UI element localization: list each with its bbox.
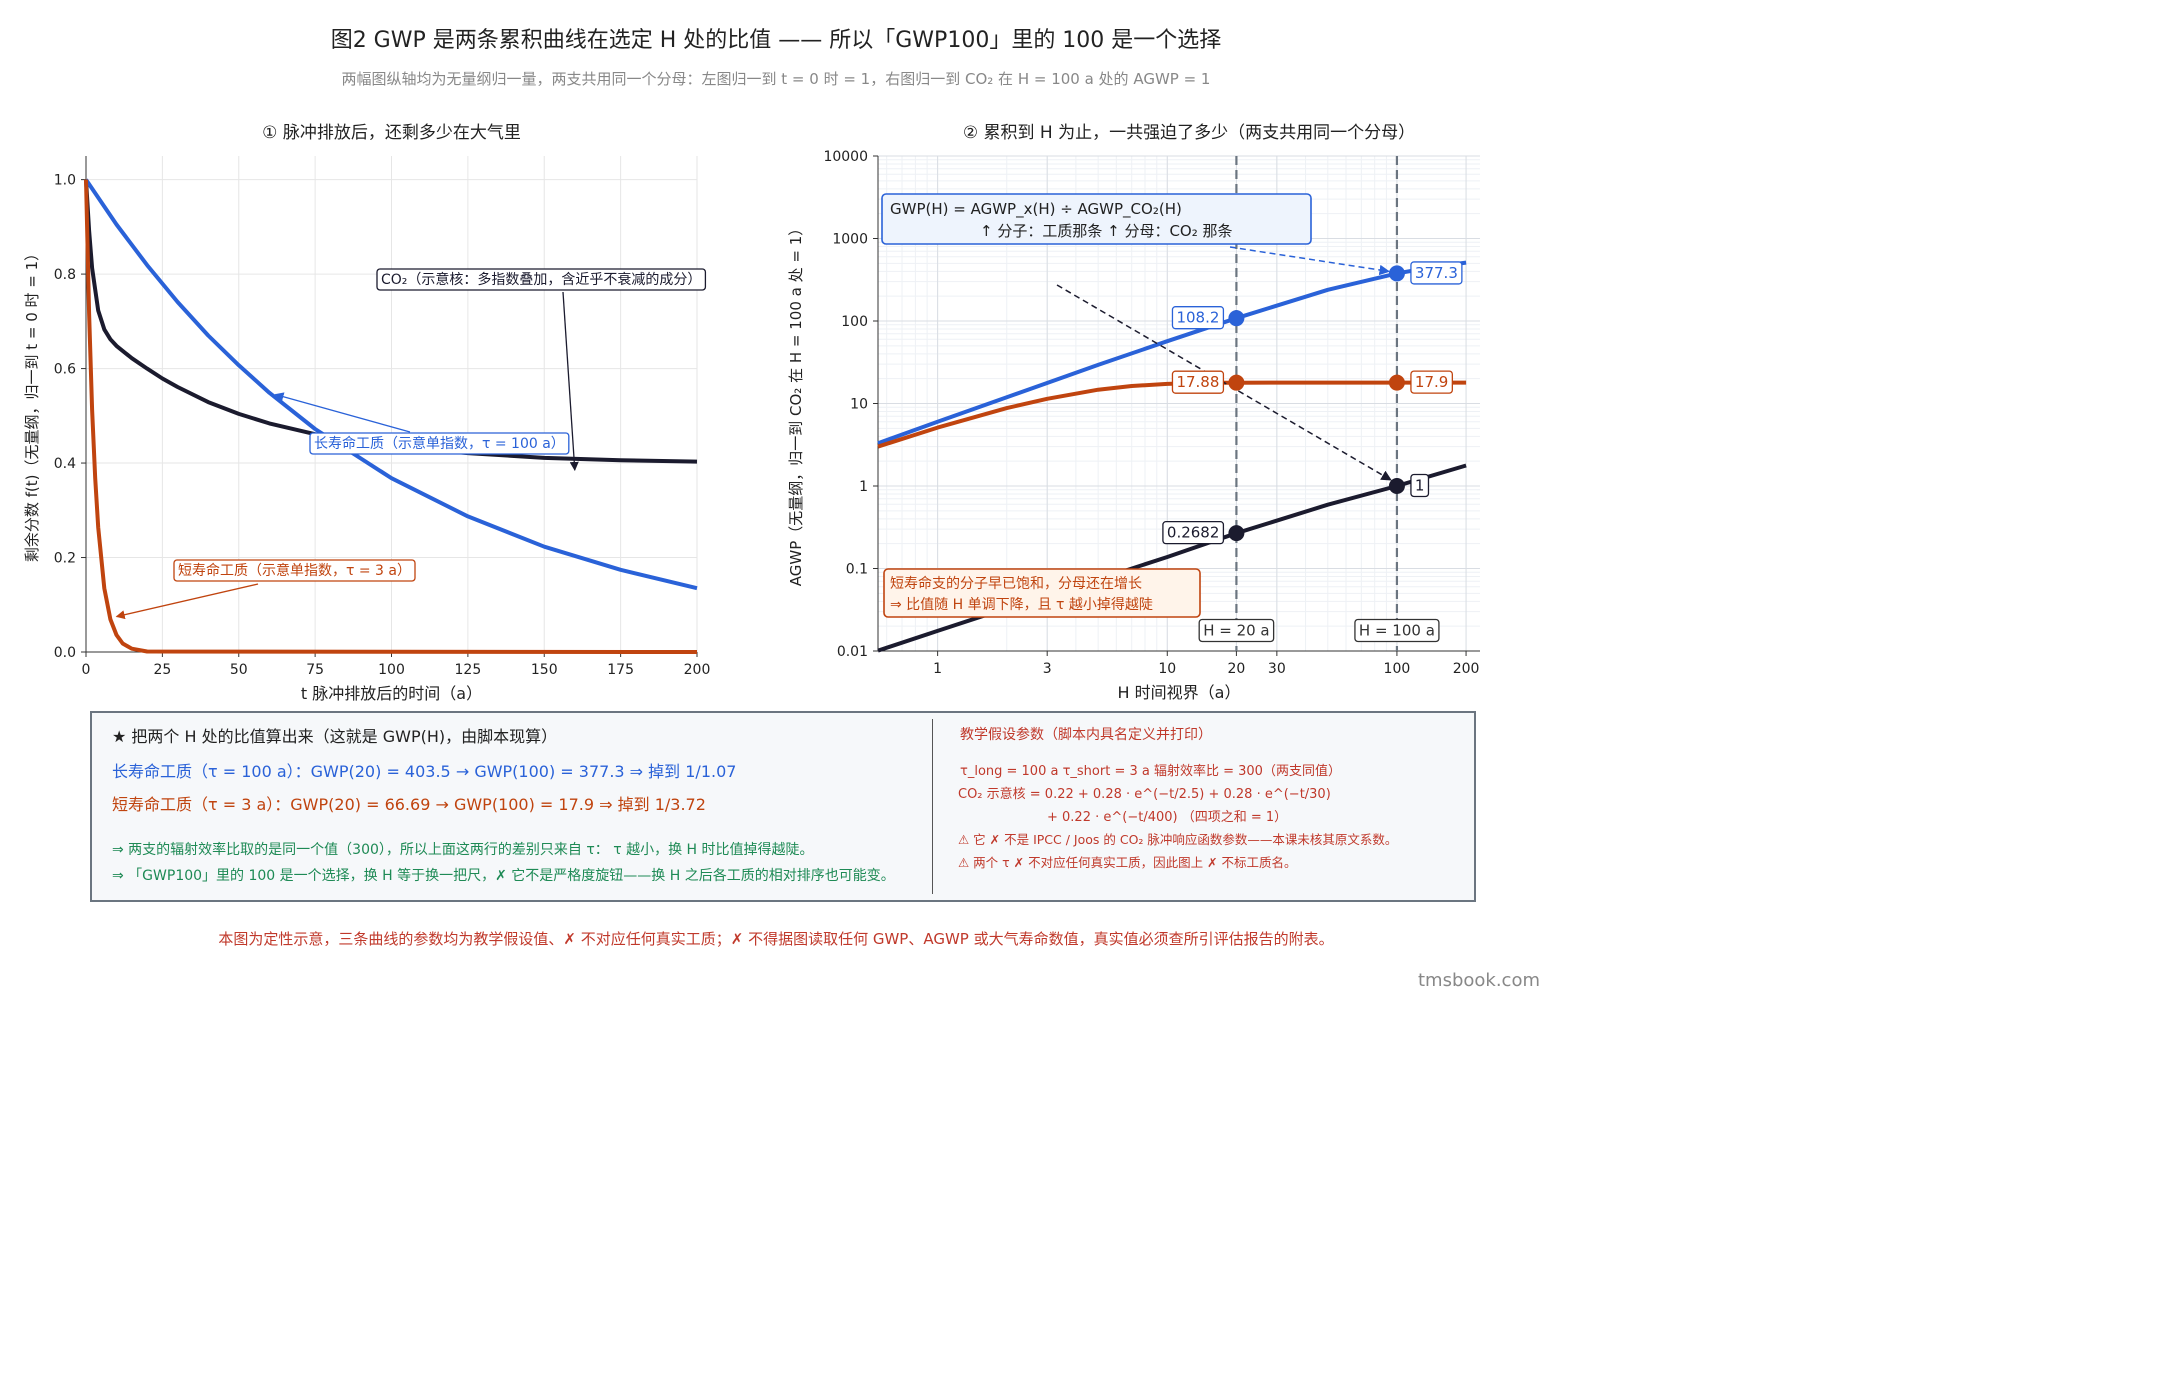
params-heading: 教学假设参数（脚本内具名定义并打印）	[960, 727, 1212, 743]
summary-heading: ★ 把两个 H 处的比值算出来（这就是 GWP(H)，由脚本现算）	[112, 727, 558, 746]
right-marker-label-box	[1171, 370, 1225, 394]
right-y-tick-label: 10000	[823, 149, 868, 165]
left-x-axis-label: t 脉冲排放后的时间（a）	[301, 684, 482, 703]
left-annotation-co2: CO₂（示意核：多指数叠加，含近乎不衰减的成分）	[381, 271, 701, 288]
left-annotation-short-arrow	[115, 583, 259, 620]
right-marker-label: 377.3	[1415, 264, 1458, 282]
right-marker-label-box	[1410, 261, 1463, 285]
right-marker-label-box	[1410, 370, 1453, 394]
left-x-tick-label: 200	[684, 662, 711, 678]
left-x-tick-label: 100	[378, 662, 405, 678]
right-x-tick-label: 3	[1043, 661, 1052, 677]
right-x-tick-label: 100	[1384, 661, 1411, 677]
right-formula-line-2: ↑ 分子：工质那条 ↑ 分母：CO₂ 那条	[980, 222, 1233, 240]
params-line-1: τ_long = 100 a τ_short = 3 a 辐射效率比 = 300…	[960, 764, 1341, 779]
left-annotation-short: 短寿命工质（示意单指数，τ = 3 a）	[178, 562, 411, 579]
left-x-tick-label: 75	[306, 662, 324, 678]
params-warning-2: ⚠ 两个 τ ✗ 不对应任何真实工质，因此图上 ✗ 不标工质名。	[958, 855, 1297, 870]
right-x-tick-label: 200	[1453, 661, 1480, 677]
right-note-box	[883, 568, 1201, 618]
panel-divider	[932, 719, 933, 894]
right-y-tick-label: 1	[859, 479, 868, 495]
right-y-tick-label: 0.01	[837, 644, 868, 660]
right-formula-dashed-arrow	[1229, 246, 1390, 276]
right-marker-point	[1228, 525, 1245, 542]
left-x-tick-label: 25	[153, 662, 171, 678]
chart-right-agwp: ② 累积到 H 为止，一共强迫了多少（两支共用同一个分母） 0.01 0.1 1 10 1…	[787, 123, 1480, 702]
right-chart-title: ② 累积到 H 为止，一共强迫了多少（两支共用同一个分母）	[963, 123, 1415, 143]
right-marker-label: 17.88	[1176, 373, 1219, 391]
left-series-long-line	[84, 178, 698, 591]
page-subtitle: 两幅图纵轴均为无量纲归一量，两支共用同一个分母：左图归一到 t = 0 时 = …	[341, 70, 1211, 88]
right-x-tick-label: 1	[933, 661, 942, 677]
left-y-tick-label: 0.6	[54, 362, 76, 378]
right-marker-label: 17.9	[1415, 373, 1448, 391]
right-x-tick-label: 10	[1158, 661, 1176, 677]
left-x-tick-label: 175	[607, 662, 634, 678]
right-marker-label-box	[1162, 521, 1225, 545]
right-h-label-box	[1198, 618, 1275, 643]
left-annotation-long: 长寿命工质（示意单指数，τ = 100 a）	[314, 435, 565, 452]
footer-disclaimer: 本图为定性示意，三条曲线的参数均为教学假设值、✗ 不对应任何真实工质；✗ 不得据…	[218, 930, 1334, 948]
right-formula-box	[881, 193, 1312, 245]
params-warning-1: ⚠ 它 ✗ 不是 IPCC / Joos 的 CO₂ 脉冲响应函数参数——本课未…	[958, 832, 1398, 847]
left-x-tick-label: 0	[82, 662, 91, 678]
right-x-tick-label: 30	[1268, 661, 1286, 677]
right-marker-point	[1388, 478, 1405, 494]
summary-conclusion-2: ⇒ 「GWP100」里的 100 是一个选择，换 H 等于换一把尺，✗ 它不是严…	[112, 868, 895, 884]
right-h-label: H = 20 a	[1203, 622, 1269, 640]
right-marker-label-box	[1410, 473, 1430, 498]
left-annotation-long-box	[309, 432, 570, 455]
right-note-line-1: 短寿命支的分子早已饱和，分母还在增长	[890, 575, 1142, 592]
right-note-line-2: ⇒ 比值随 H 单调下降，且 τ 越小掉得越陡	[890, 596, 1153, 613]
left-series-short-line	[84, 179, 698, 654]
watermark: tmsbook.com	[1417, 970, 1540, 991]
left-y-tick-label: 1.0	[54, 173, 76, 189]
left-y-tick-label: 0.4	[54, 456, 76, 472]
params-line-3: + 0.22 · e^(−t/400) （四项之和 = 1）	[1047, 810, 1288, 825]
right-marker-label-box	[1171, 306, 1225, 330]
summary-long-line: 长寿命工质（τ = 100 a）：GWP(20) = 403.5 → GWP(1…	[112, 762, 737, 781]
left-annotation-co2-box	[376, 268, 707, 291]
left-annotation-short-box	[173, 559, 416, 582]
left-x-tick-label: 50	[230, 662, 248, 678]
right-x-axis-label: H 时间视界（a）	[1118, 683, 1241, 702]
right-marker-point	[1388, 265, 1405, 282]
right-marker-label: 108.2	[1176, 309, 1219, 327]
right-marker-label: 1	[1415, 477, 1425, 495]
summary-conclusion-1: ⇒ 两支的辐射效率比取的是同一个值（300），所以上面这两行的差别只来自 τ： …	[112, 842, 814, 858]
summary-short-line: 短寿命工质（τ = 3 a）：GWP(20) = 66.69 → GWP(100…	[112, 795, 706, 814]
right-series-short-line	[877, 380, 1467, 449]
left-chart-title: ① 脉冲排放后，还剩多少在大气里	[262, 123, 521, 143]
right-y-tick-label: 10	[850, 397, 868, 413]
left-x-tick-label: 150	[531, 662, 558, 678]
right-y-tick-label: 0.1	[846, 562, 868, 578]
left-y-axis-label: 剩余分数 f(t)（无量纲，归一到 t = 0 时 = 1）	[23, 246, 41, 562]
left-y-tick-label: 0.8	[54, 267, 76, 283]
left-y-tick-label: 0.2	[54, 551, 76, 567]
left-annotation-co2-arrow	[562, 291, 579, 472]
right-marker-point	[1228, 310, 1245, 327]
right-y-tick-label: 1000	[832, 232, 868, 248]
right-series-co2-line	[877, 463, 1467, 653]
right-formula-line-1: GWP(H) = AGWP_x(H) ÷ AGWP_CO₂(H)	[890, 200, 1182, 219]
left-annotation-long-arrow	[274, 392, 411, 433]
params-line-2: CO₂ 示意核 = 0.22 + 0.28 · e^(−t/2.5) + 0.2…	[958, 787, 1331, 802]
right-y-tick-label: 100	[841, 314, 868, 330]
page-title: 图2 GWP 是两条累积曲线在选定 H 处的比值 —— 所以「GWP100」里的…	[330, 28, 1222, 53]
right-h-label-box	[1354, 618, 1440, 643]
right-y-axis-label: AGWP（无量纲，归一到 CO₂ 在 H = 100 a 处 = 1）	[787, 221, 805, 587]
right-h-label: H = 100 a	[1359, 622, 1435, 640]
right-marker-label: 0.2682	[1167, 524, 1220, 542]
right-marker-point	[1228, 374, 1245, 391]
chart-left-remaining-fraction: ① 脉冲排放后，还剩多少在大气里 0 25 50 75 100 125 150 175 200 0.…	[23, 123, 711, 703]
left-x-tick-label: 125	[455, 662, 482, 678]
gwp-summary-panel: ★ 把两个 H 处的比值算出来（这就是 GWP(H)，由脚本现算） 长寿命工质（…	[90, 711, 1476, 902]
right-marker-point	[1388, 374, 1405, 391]
left-y-tick-label: 0.0	[54, 645, 76, 661]
right-x-tick-label: 20	[1227, 661, 1245, 677]
